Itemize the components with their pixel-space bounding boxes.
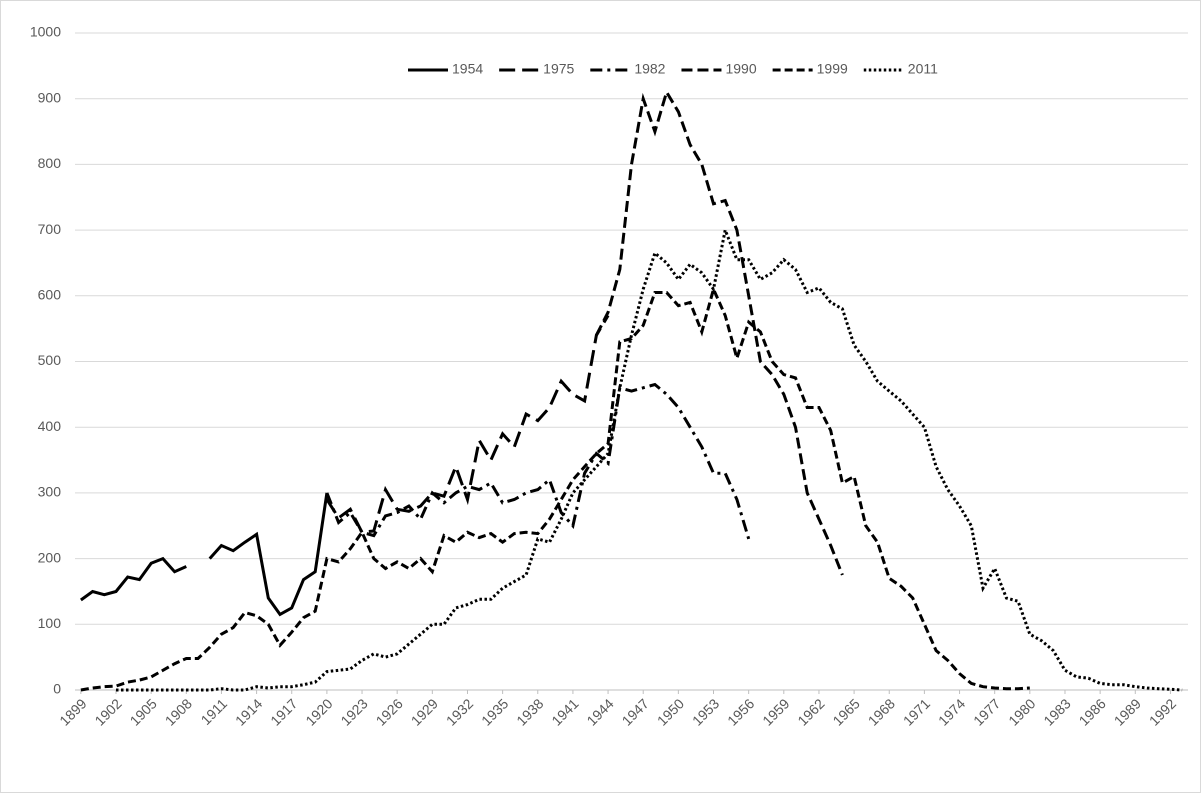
- y-tick-label: 700: [38, 221, 62, 237]
- series-line: [595, 88, 844, 576]
- y-tick-label: 300: [38, 484, 62, 500]
- legend-label: 1975: [543, 61, 574, 77]
- y-tick-label: 1000: [30, 24, 61, 40]
- legend-label: 1982: [634, 61, 665, 77]
- y-tick-label: 600: [38, 287, 62, 303]
- series-line: [208, 492, 329, 617]
- y-tick-label: 400: [38, 418, 62, 434]
- legend-label: 1990: [725, 61, 756, 77]
- y-tick-label: 800: [38, 155, 62, 171]
- legend-label: 1954: [452, 61, 483, 77]
- legend-label: 2011: [908, 61, 938, 77]
- series-line: [80, 556, 187, 602]
- y-tick-label: 200: [38, 549, 62, 565]
- y-tick-label: 900: [38, 89, 62, 105]
- y-tick-label: 100: [38, 615, 62, 631]
- legend-label: 1999: [817, 61, 848, 77]
- series-line: [80, 284, 1030, 692]
- series-line: [116, 224, 1183, 692]
- series-line: [325, 314, 610, 534]
- series-line: [325, 382, 751, 540]
- y-tick-label: 500: [38, 352, 62, 368]
- y-tick-label: 0: [53, 681, 61, 697]
